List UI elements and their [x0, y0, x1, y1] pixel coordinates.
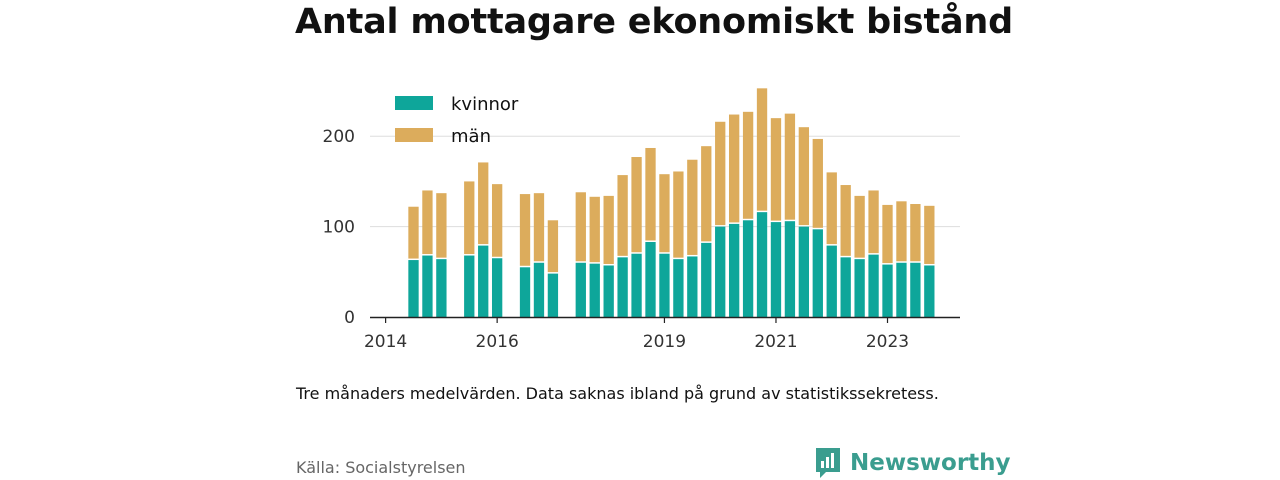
bar-man [464, 181, 475, 255]
bar-kvinnor [742, 220, 754, 317]
bar-kvinnor [603, 265, 614, 317]
bar-kvinnor [784, 221, 796, 317]
bar-man [784, 113, 796, 220]
bar-kvinnor [617, 257, 628, 317]
bar-kvinnor [812, 229, 823, 317]
bar-kvinnor [770, 222, 782, 317]
bar-kvinnor [673, 259, 684, 317]
bar-man [882, 204, 893, 264]
bar-man [408, 206, 419, 259]
newsworthy-logo-icon [816, 448, 840, 478]
bar-man [673, 171, 684, 258]
bar-kvinnor [575, 262, 586, 317]
brand-logo[interactable]: Newsworthy [814, 446, 1011, 480]
bar-kvinnor [826, 245, 837, 317]
chart-title: Antal mottagare ekonomiskt bistånd [295, 2, 1013, 42]
bar-man [701, 146, 712, 242]
axes: 0 100 200 2014 2016 2019 2021 2023 [323, 127, 960, 352]
x-tick-label: 2023 [866, 332, 909, 352]
bar-man [896, 201, 907, 262]
bar-kvinnor [478, 245, 489, 317]
bar-man [742, 111, 754, 219]
bar-kvinnor [436, 259, 447, 317]
bar-chart: 0 100 200 2014 2016 2019 2021 2023 kvinnor män [323, 88, 960, 352]
bar-kvinnor [840, 257, 851, 317]
bar-kvinnor [798, 226, 810, 317]
bar-man [519, 194, 531, 266]
y-tick-label: 100 [323, 218, 355, 238]
bar-kvinnor [868, 254, 879, 317]
bar-man [840, 185, 851, 256]
brand-name: Newsworthy [850, 450, 1011, 476]
bar-kvinnor [533, 262, 545, 317]
bar-kvinnor [910, 262, 921, 317]
bar-man [812, 138, 823, 228]
legend-swatch [395, 128, 433, 142]
bar-kvinnor [408, 260, 419, 317]
bar-man [436, 193, 447, 258]
bar-kvinnor [547, 273, 559, 317]
x-tick-label: 2021 [754, 332, 797, 352]
x-tick-label: 2019 [643, 332, 686, 352]
source-text: Källa: Socialstyrelsen [296, 458, 466, 477]
bar-man [868, 190, 879, 254]
legend-label: män [451, 126, 491, 147]
bar-kvinnor [728, 223, 740, 317]
bar-kvinnor [589, 263, 600, 317]
bars [408, 88, 935, 317]
chart-note: Tre månaders medelvärden. Data saknas ib… [296, 384, 939, 403]
legend-swatch [395, 96, 433, 110]
bar-kvinnor [491, 258, 503, 317]
x-tick-label: 2014 [364, 332, 407, 352]
y-tick-label: 200 [323, 127, 355, 147]
bar-man [687, 159, 698, 255]
bar-man [715, 121, 726, 226]
bar-kvinnor [464, 255, 475, 317]
bar-man [798, 127, 810, 226]
bar-man [491, 184, 503, 257]
bar-kvinnor [645, 241, 656, 317]
bar-man [826, 172, 837, 245]
y-tick-label: 0 [344, 308, 355, 328]
bar-man [728, 114, 740, 223]
bar-man [533, 193, 545, 262]
bar-man [645, 147, 656, 241]
bar-kvinnor [519, 267, 531, 317]
bar-kvinnor [924, 265, 935, 317]
bar-man [603, 195, 614, 264]
bar-man [854, 195, 865, 258]
bar-man [631, 157, 642, 253]
bar-kvinnor [882, 264, 893, 317]
bar-kvinnor [422, 255, 433, 317]
bar-man [478, 162, 489, 245]
bar-kvinnor [896, 262, 907, 317]
bar-kvinnor [701, 242, 712, 317]
bar-man [770, 118, 782, 221]
x-tick-label: 2016 [476, 332, 519, 352]
bar-man [617, 175, 628, 256]
bar-man [589, 196, 600, 263]
bar-man [422, 190, 433, 255]
legend-label: kvinnor [451, 94, 519, 115]
bar-kvinnor [687, 256, 698, 317]
bar-man [924, 205, 935, 264]
bar-kvinnor [854, 259, 865, 317]
bar-man [547, 220, 559, 273]
bar-man [756, 88, 768, 211]
bar-kvinnor [631, 253, 642, 317]
bar-kvinnor [715, 226, 726, 317]
bar-man [575, 192, 586, 262]
legend: kvinnor män [395, 94, 519, 147]
bar-kvinnor [659, 253, 670, 317]
bar-kvinnor [756, 212, 768, 317]
bar-man [659, 174, 670, 253]
bar-man [910, 204, 921, 262]
